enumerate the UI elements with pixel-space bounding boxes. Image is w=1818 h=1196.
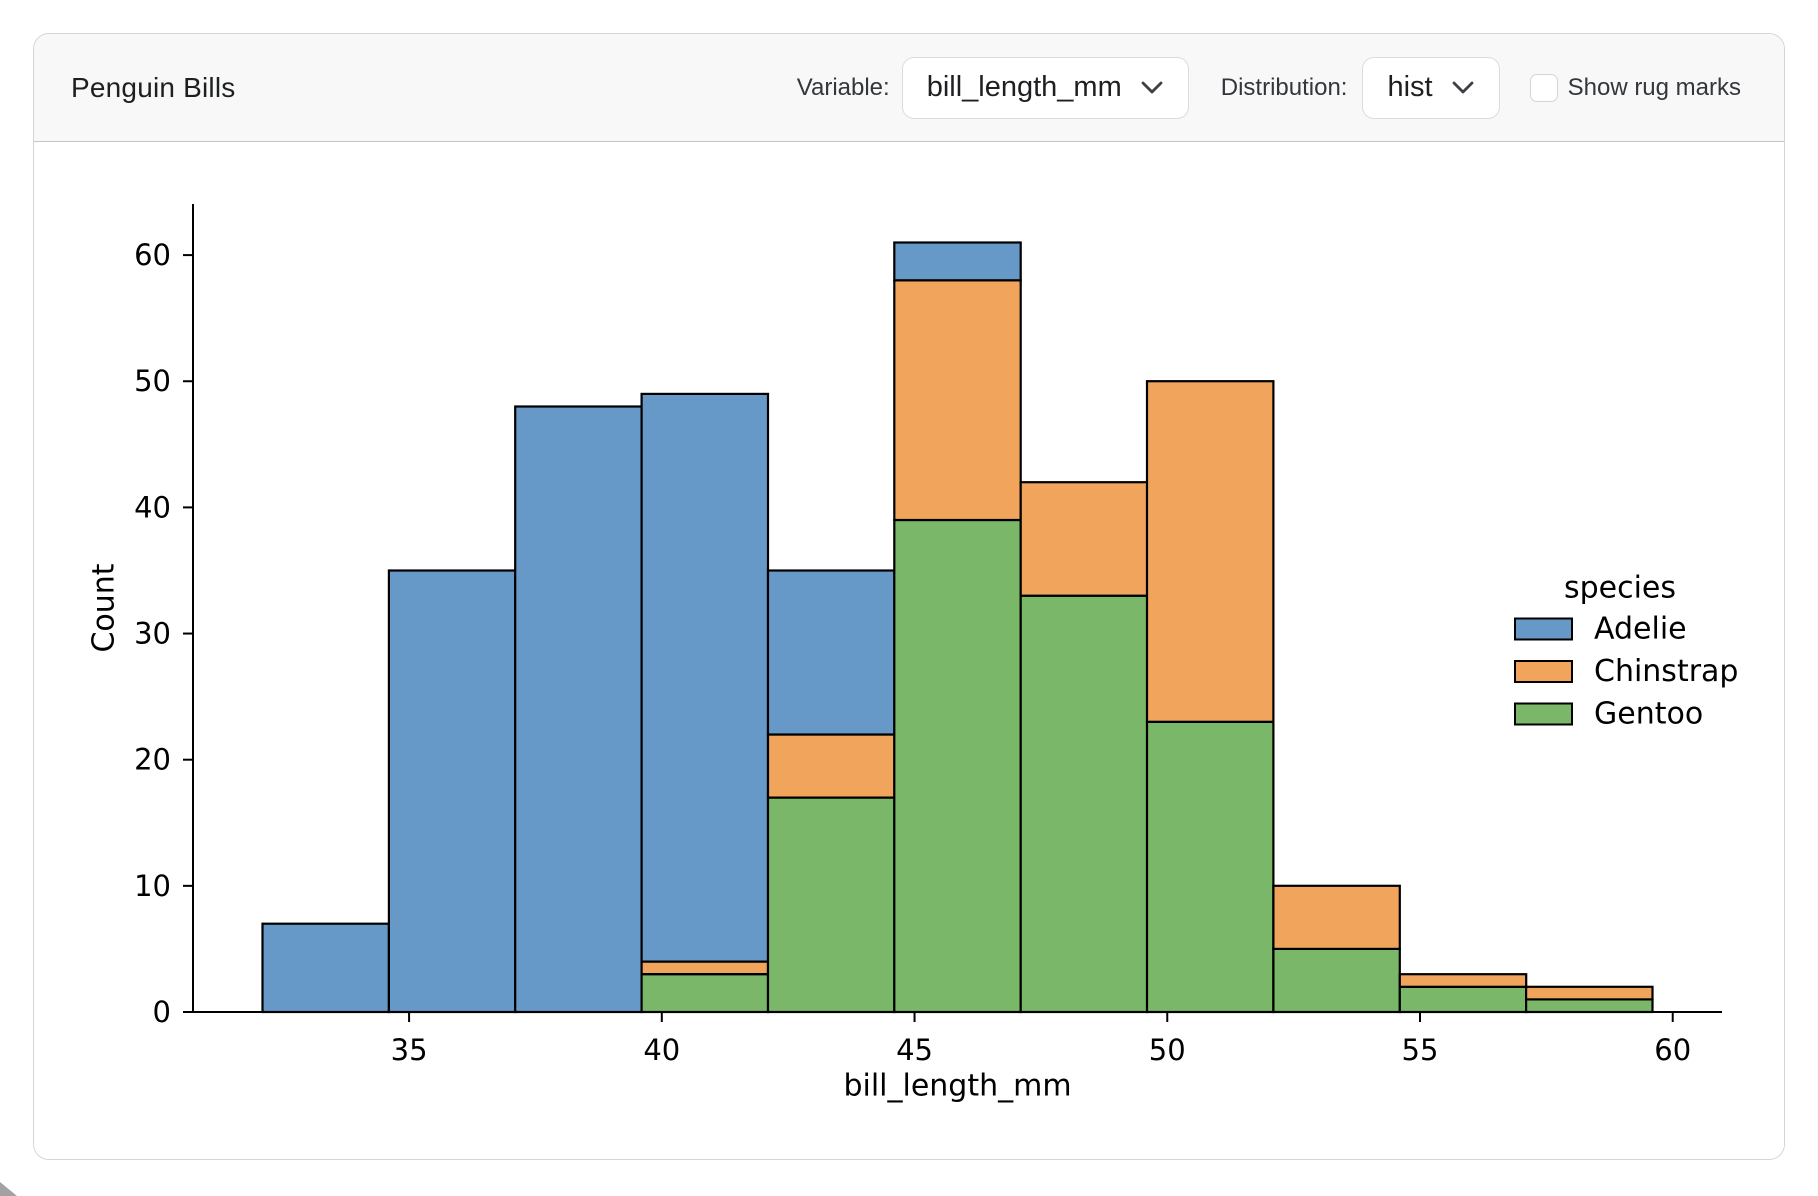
y-tick-label: 40 (134, 490, 171, 524)
card-title: Penguin Bills (71, 71, 236, 103)
histogram-plot: 35 40 45 50 55 60 0 10 20 30 40 50 60 bill_length_mm C… (87, 204, 1738, 1104)
histogram-bars (261, 241, 1654, 1014)
y-axis-label: Count (87, 563, 122, 652)
distribution-select[interactable]: hist (1362, 56, 1500, 119)
bar-segment-adelie (893, 241, 1022, 282)
legend-swatch-adelie (1514, 617, 1573, 641)
plot-card: Penguin Bills Variable: bill_length_mm D… (33, 33, 1785, 1160)
show-rug-label: Show rug marks (1567, 73, 1741, 101)
distribution-select-value: hist (1387, 71, 1433, 103)
bar-segment-adelie (766, 569, 896, 736)
x-tick-label: 60 (1654, 1033, 1691, 1067)
bar-segment-adelie (261, 922, 391, 1014)
legend-label-adelie: Adelie (1594, 612, 1687, 647)
bar-segment-chinstrap (1398, 973, 1528, 988)
legend-swatch-gentoo (1514, 702, 1573, 726)
y-tick-label: 60 (134, 238, 171, 272)
variable-select-value: bill_length_mm (926, 71, 1122, 103)
y-tick-label: 50 (134, 364, 171, 398)
x-tick-label: 55 (1402, 1033, 1439, 1067)
y-tick-label: 20 (134, 743, 171, 777)
plot-output: 35 40 45 50 55 60 0 10 20 30 40 50 60 bill_length_mm C… (34, 142, 1784, 1159)
chevron-down-icon (1451, 80, 1475, 95)
bar-segment-adelie (640, 392, 770, 963)
bar-segment-gentoo (1398, 985, 1528, 1014)
bar-segment-chinstrap (1145, 380, 1275, 723)
chevron-down-icon (1140, 80, 1164, 95)
bar-segment-gentoo (1145, 720, 1275, 1014)
legend: species Adelie Chinstrap Gentoo (1514, 571, 1738, 732)
mouse-cursor-artifact (0, 1182, 17, 1196)
bar-segment-chinstrap (766, 733, 896, 799)
legend-swatch-chinstrap (1514, 660, 1573, 683)
bar-segment-gentoo (1272, 947, 1401, 1014)
bar-segment-gentoo (893, 518, 1022, 1014)
distribution-label: Distribution: (1220, 73, 1348, 101)
bar-segment-gentoo (766, 796, 896, 1014)
card-header: Penguin Bills Variable: bill_length_mm D… (34, 34, 1784, 142)
axes (192, 204, 1722, 1013)
y-tick-label: 0 (153, 995, 171, 1029)
x-tick-label: 45 (896, 1033, 933, 1067)
legend-title: species (1564, 571, 1676, 606)
x-tick-label: 40 (643, 1033, 680, 1067)
y-tick-label: 10 (134, 869, 171, 903)
bar-segment-chinstrap (1272, 884, 1401, 950)
bar-segment-adelie (514, 405, 643, 1014)
x-axis-label: bill_length_mm (843, 1069, 1071, 1104)
variable-label: Variable: (796, 73, 890, 101)
variable-select[interactable]: bill_length_mm (901, 56, 1189, 119)
legend-label-chinstrap: Chinstrap (1594, 654, 1738, 689)
bar-segment-adelie (387, 569, 517, 1014)
bar-segment-chinstrap (1524, 985, 1654, 1001)
x-axis-ticks: 35 40 45 50 55 60 (391, 1012, 1691, 1067)
y-axis-ticks: 0 10 20 30 40 50 60 (134, 238, 193, 1029)
bar-segment-chinstrap (640, 960, 770, 976)
bar-segment-gentoo (1019, 594, 1149, 1014)
x-tick-label: 50 (1149, 1033, 1186, 1067)
bar-segment-chinstrap (893, 279, 1022, 522)
x-tick-label: 35 (391, 1033, 428, 1067)
bar-segment-chinstrap (1019, 481, 1149, 597)
legend-label-gentoo: Gentoo (1594, 697, 1703, 732)
show-rug-checkbox[interactable] (1529, 73, 1558, 102)
bar-segment-gentoo (640, 973, 770, 1014)
bar-segment-gentoo (1524, 998, 1654, 1014)
y-tick-label: 30 (134, 617, 171, 651)
